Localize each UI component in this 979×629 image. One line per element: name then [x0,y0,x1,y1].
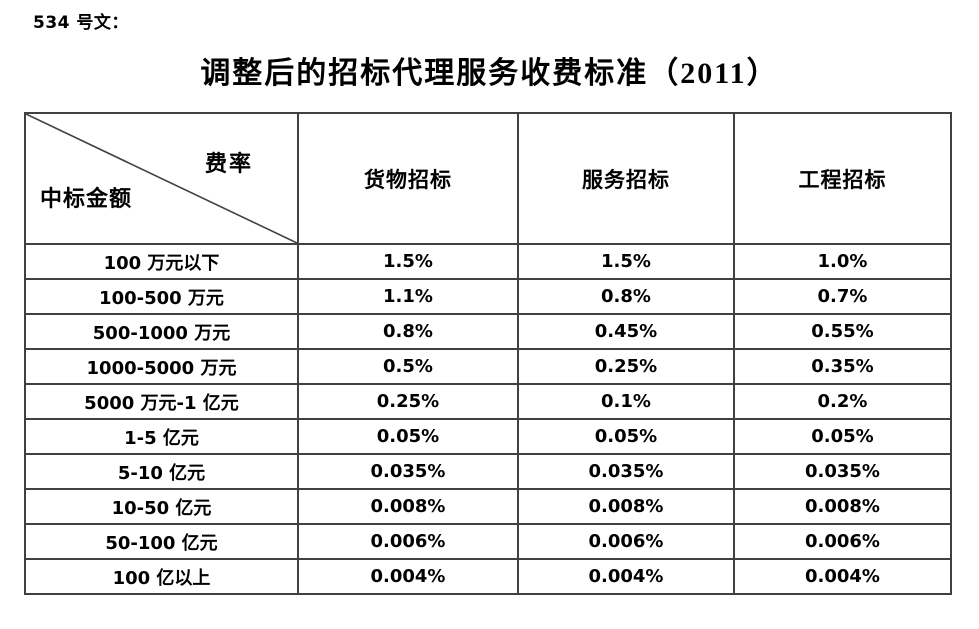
diagonal-divider-line [26,114,297,243]
row-label: 500-1000 万元 [24,313,299,350]
column-header-goods: 货物招标 [297,112,519,245]
cell-value: 1.5% [517,243,735,280]
table-header-row: 费率 中标金额 货物招标 服务招标 工程招标 [24,112,952,245]
row-label: 1000-5000 万元 [24,348,299,385]
cell-value: 1.0% [733,243,952,280]
cell-value: 0.004% [297,558,519,595]
cell-value: 0.7% [733,278,952,315]
table-row: 50-100 亿元 0.006% 0.006% 0.006% [24,523,952,560]
cell-value: 0.035% [517,453,735,490]
cell-value: 0.008% [733,488,952,525]
cell-value: 0.45% [517,313,735,350]
column-header-services: 服务招标 [517,112,735,245]
row-label: 1-5 亿元 [24,418,299,455]
corner-label-amount: 中标金额 [40,186,133,211]
cell-value: 0.035% [297,453,519,490]
cell-value: 0.25% [297,383,519,420]
cell-value: 0.006% [517,523,735,560]
row-label: 5-10 亿元 [24,453,299,490]
cell-value: 0.05% [517,418,735,455]
cell-value: 0.006% [297,523,519,560]
table-row: 100 万元以下 1.5% 1.5% 1.0% [24,243,952,280]
table-row: 100-500 万元 1.1% 0.8% 0.7% [24,278,952,315]
row-label: 100-500 万元 [24,278,299,315]
table-row: 5000 万元-1 亿元 0.25% 0.1% 0.2% [24,383,952,420]
cell-value: 0.004% [733,558,952,595]
cell-value: 1.1% [297,278,519,315]
cell-value: 0.1% [517,383,735,420]
table-row: 1000-5000 万元 0.5% 0.25% 0.35% [24,348,952,385]
column-header-engineering: 工程招标 [733,112,952,245]
table-row: 1-5 亿元 0.05% 0.05% 0.05% [24,418,952,455]
cell-value: 0.008% [297,488,519,525]
cell-value: 0.006% [733,523,952,560]
row-label: 100 万元以下 [24,243,299,280]
page-title: 调整后的招标代理服务收费标准（2011） [200,57,779,90]
cell-value: 0.05% [733,418,952,455]
table-row: 100 亿以上 0.004% 0.004% 0.004% [24,558,952,595]
doc-reference-note: 534 号文： [33,13,129,33]
cell-value: 0.35% [733,348,952,385]
cell-value: 0.25% [517,348,735,385]
cell-value: 0.004% [517,558,735,595]
cell-value: 0.008% [517,488,735,525]
cell-value: 0.035% [733,453,952,490]
table-row: 500-1000 万元 0.8% 0.45% 0.55% [24,313,952,350]
cell-value: 1.5% [297,243,519,280]
corner-cell: 费率 中标金额 [24,112,299,245]
cell-value: 0.2% [733,383,952,420]
cell-value: 0.8% [297,313,519,350]
table-row: 5-10 亿元 0.035% 0.035% 0.035% [24,453,952,490]
row-label: 50-100 亿元 [24,523,299,560]
row-label: 10-50 亿元 [24,488,299,525]
cell-value: 0.05% [297,418,519,455]
corner-label-rate: 费率 [204,151,253,176]
cell-value: 0.8% [517,278,735,315]
table-row: 10-50 亿元 0.008% 0.008% 0.008% [24,488,952,525]
fee-rate-table: 费率 中标金额 货物招标 服务招标 工程招标 100 万元以下 1.5% 1.5… [24,112,952,595]
cell-value: 0.5% [297,348,519,385]
row-label: 5000 万元-1 亿元 [24,383,299,420]
cell-value: 0.55% [733,313,952,350]
row-label: 100 亿以上 [24,558,299,595]
